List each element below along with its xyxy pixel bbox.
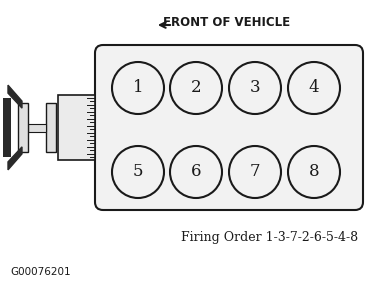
Circle shape xyxy=(229,62,281,114)
Text: 1: 1 xyxy=(133,80,143,97)
Bar xyxy=(46,103,56,152)
Text: 5: 5 xyxy=(133,164,143,181)
Text: 6: 6 xyxy=(191,164,201,181)
Polygon shape xyxy=(8,147,22,170)
Bar xyxy=(18,103,28,152)
Text: 4: 4 xyxy=(309,80,319,97)
Text: 8: 8 xyxy=(309,164,319,181)
Bar xyxy=(28,124,46,131)
Bar xyxy=(3,98,11,157)
Circle shape xyxy=(288,62,340,114)
Circle shape xyxy=(288,146,340,198)
Circle shape xyxy=(170,62,222,114)
Circle shape xyxy=(112,146,164,198)
Text: 3: 3 xyxy=(250,80,260,97)
Circle shape xyxy=(112,62,164,114)
Circle shape xyxy=(229,146,281,198)
FancyBboxPatch shape xyxy=(95,45,363,210)
Circle shape xyxy=(170,146,222,198)
Polygon shape xyxy=(8,85,22,108)
Text: G00076201: G00076201 xyxy=(10,267,70,277)
Text: 2: 2 xyxy=(191,80,201,97)
Bar xyxy=(58,95,95,160)
Text: 7: 7 xyxy=(250,164,260,181)
Text: FRONT OF VEHICLE: FRONT OF VEHICLE xyxy=(163,16,290,28)
Text: Firing Order 1-3-7-2-6-5-4-8: Firing Order 1-3-7-2-6-5-4-8 xyxy=(182,230,358,244)
